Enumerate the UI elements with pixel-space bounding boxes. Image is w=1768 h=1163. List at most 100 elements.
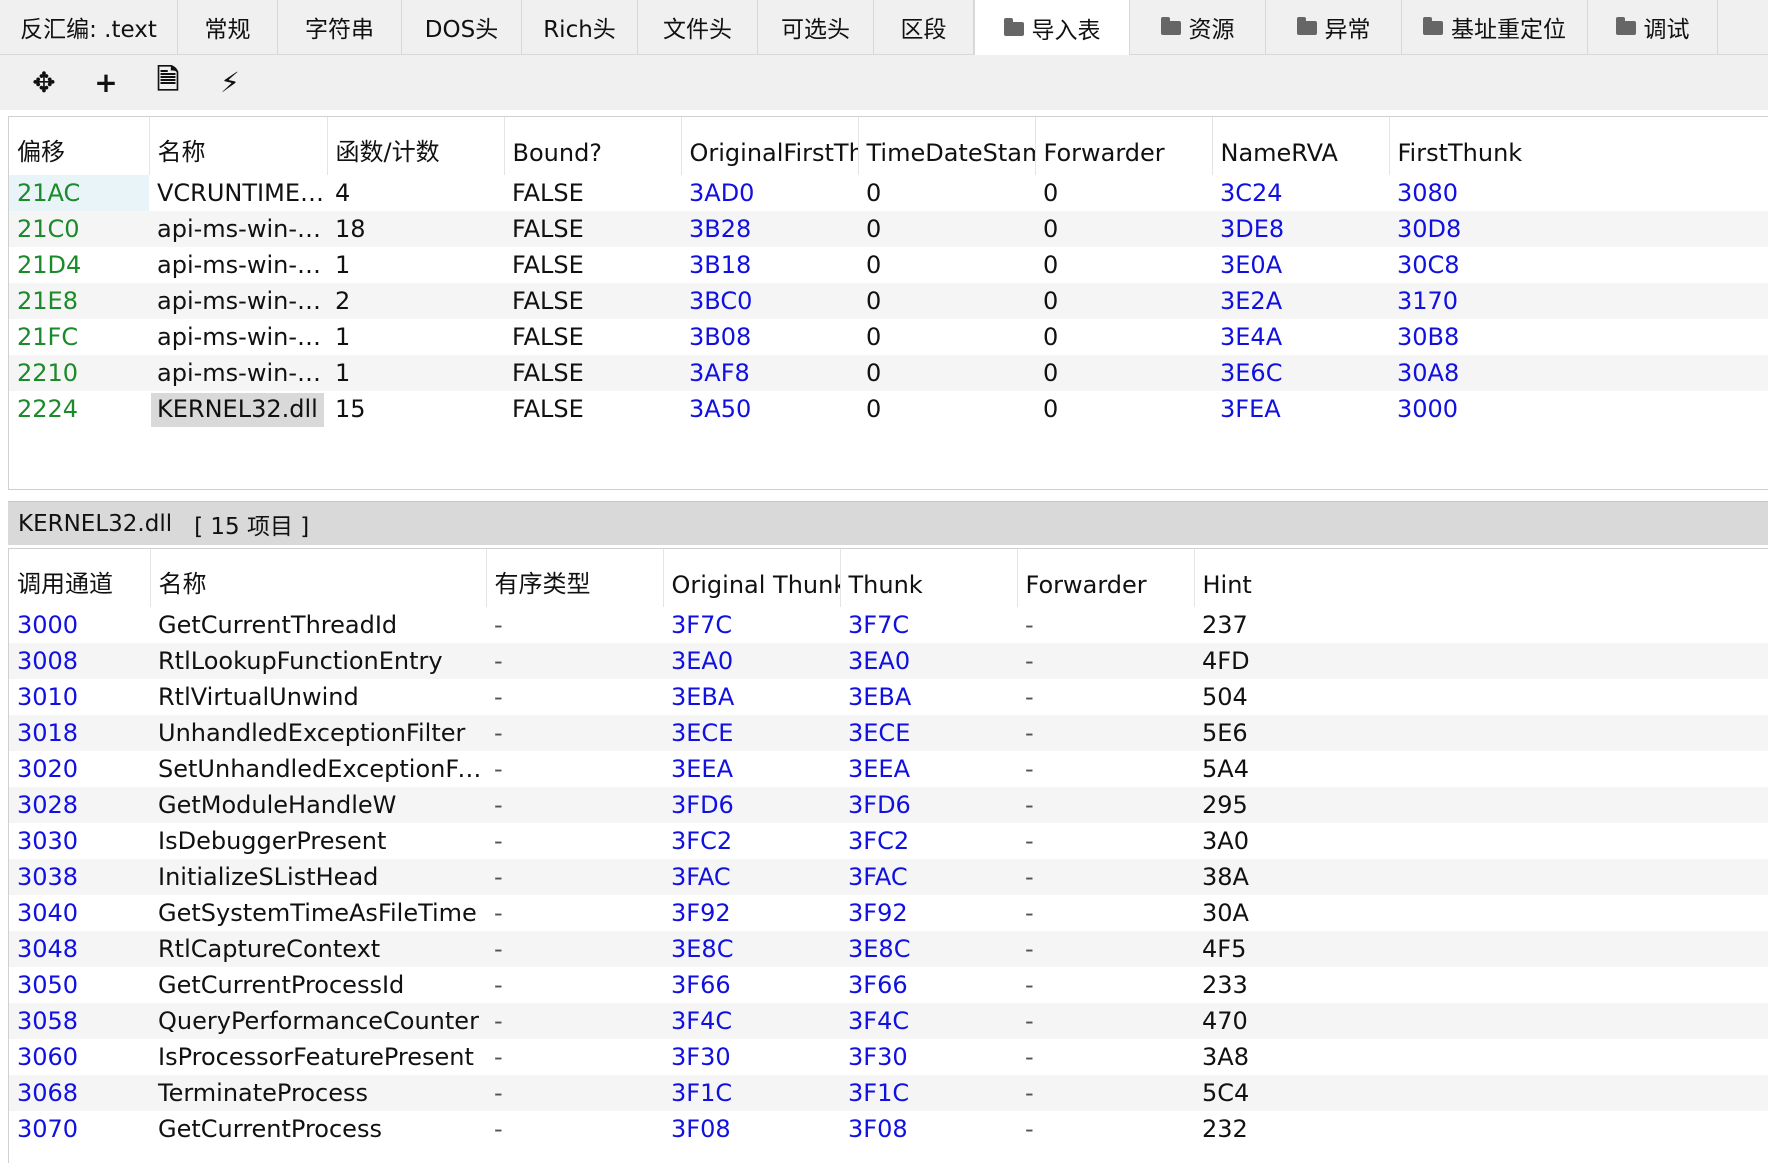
- tab-9[interactable]: 资源: [1130, 0, 1266, 54]
- function-cell: 3EEA: [848, 755, 911, 783]
- tab-3[interactable]: DOS头: [402, 0, 522, 54]
- imports-col-header[interactable]: FirstThunk: [1389, 117, 1768, 175]
- imports-col-header[interactable]: 函数/计数: [327, 117, 505, 175]
- function-cell: TerminateProcess: [150, 1075, 486, 1111]
- function-cell: RtlLookupFunctionEntry: [150, 643, 486, 679]
- function-row[interactable]: 3048 RtlCaptureContext -3E8C 3E8C -4F5: [9, 931, 1768, 967]
- function-cell: InitializeSListHead: [150, 859, 486, 895]
- functions-col-header[interactable]: 调用通道: [9, 549, 151, 607]
- function-cell: 233: [1202, 971, 1248, 999]
- function-row[interactable]: 3068 TerminateProcess -3F1C 3F1C -5C4: [9, 1075, 1768, 1111]
- function-row[interactable]: 3028 GetModuleHandleW -3FD6 3FD6-295: [9, 787, 1768, 823]
- function-cell: -: [486, 715, 663, 751]
- folder-icon: [1423, 17, 1443, 35]
- function-cell: SetUnhandledExceptionFilter: [158, 755, 486, 783]
- function-cell: 3EBA: [848, 683, 912, 711]
- function-row[interactable]: 3018 UnhandledExceptionFilter -3ECE 3ECE -5E…: [9, 715, 1768, 751]
- function-cell: 3068: [9, 1075, 150, 1111]
- function-cell: 3FAC: [663, 859, 840, 895]
- function-cell: IsDebuggerPresent: [158, 827, 387, 855]
- tab-label: 常规: [204, 17, 251, 43]
- import-row[interactable]: 21C0 api-ms-win-cr... 18 FALSE 3B28 0 0 3DE8 30D…: [9, 211, 1768, 247]
- tab-12[interactable]: 调试: [1588, 0, 1718, 54]
- function-cell: 3FD6: [840, 787, 1017, 823]
- import-row[interactable]: 21FC api-ms-win-cr... 1 FALSE 3B08 0 0 3E4A 30B8: [9, 319, 1768, 355]
- new-file-button[interactable]: 🗎: [148, 63, 188, 103]
- function-cell: -: [1025, 683, 1034, 711]
- function-row[interactable]: 3040 GetSystemTimeAsFileTime -3F92 3F92-30A: [9, 895, 1768, 931]
- import-row[interactable]: 2210 api-ms-win-cr... 1 FALSE 3AF8 0 0 3E6C 30A8: [9, 355, 1768, 391]
- tab-label: DOS头: [424, 17, 499, 43]
- tab-7[interactable]: 区段: [874, 0, 974, 54]
- function-cell: 3F66: [848, 971, 908, 999]
- import-cell: 30C8: [1397, 251, 1460, 279]
- function-row[interactable]: 3020 SetUnhandledExceptionFilter -3EEA 3EEA…: [9, 751, 1768, 787]
- imports-col-header[interactable]: 偏移: [9, 117, 150, 175]
- functions-col-header[interactable]: Original Thunk: [663, 549, 841, 607]
- functions-col-header[interactable]: Hint: [1194, 549, 1768, 607]
- function-row[interactable]: 3008 RtlLookupFunctionEntry -3EA0 3EA0-4FD: [9, 643, 1768, 679]
- import-cell: FALSE: [504, 355, 681, 391]
- function-cell: 3F1C: [663, 1075, 840, 1111]
- imports-col-header[interactable]: Bound?: [504, 117, 682, 175]
- function-row[interactable]: 3060 IsProcessorFeaturePresent -3F30 3F30-3…: [9, 1039, 1768, 1075]
- function-row[interactable]: 3010 RtlVirtualUnwind - 3EBA 3EBA - 504: [9, 679, 1768, 715]
- selected-dll-count: [ 15 项目 ]: [194, 513, 310, 540]
- tab-11[interactable]: 基址重定位: [1402, 0, 1588, 54]
- tab-6[interactable]: 可选头: [758, 0, 874, 54]
- function-row[interactable]: 3030 IsDebuggerPresent - 3FC2 3FC2 - 3A0: [9, 823, 1768, 859]
- function-cell: 3A8: [1202, 1043, 1249, 1071]
- imports-col-header[interactable]: 名称: [149, 117, 328, 175]
- function-row[interactable]: 3058 QueryPerformanceCounter -3F4C 3F4C -470: [9, 1003, 1768, 1039]
- tab-label: 区段: [900, 17, 947, 43]
- move-button[interactable]: ✥: [24, 63, 64, 103]
- functions-col-header[interactable]: Thunk: [840, 549, 1018, 607]
- imports-col-header[interactable]: OriginalFirstThu: [681, 117, 859, 175]
- function-cell: -: [494, 683, 503, 711]
- imports-col-header[interactable]: Forwarder: [1035, 117, 1213, 175]
- function-cell: -: [486, 859, 663, 895]
- tab-5[interactable]: 文件头: [638, 0, 758, 54]
- tab-0[interactable]: 反汇编: .text: [0, 0, 178, 54]
- selected-dll-cell[interactable]: KERNEL32.dll: [151, 393, 324, 427]
- import-cell: 3E2A: [1212, 283, 1389, 319]
- tab-1[interactable]: 常规: [178, 0, 278, 54]
- tab-label: 资源: [1188, 17, 1235, 43]
- magic-wand-button[interactable]: ⚡: [210, 63, 250, 103]
- add-button[interactable]: +: [86, 63, 126, 103]
- import-cell: VCRUNTIME1...: [157, 179, 327, 207]
- functions-col-header[interactable]: Forwarder: [1017, 549, 1195, 607]
- tab-10[interactable]: 异常: [1266, 0, 1402, 54]
- tab-label: 调试: [1643, 17, 1690, 43]
- import-row[interactable]: 21D4 api-ms-win-cr... 1 FALSE 3B18 0 0 3E0A 30C8: [9, 247, 1768, 283]
- import-cell: FALSE: [512, 179, 584, 207]
- function-row[interactable]: 3070 GetCurrentProcess - 3F08 3F08 - 232: [9, 1111, 1768, 1147]
- function-row[interactable]: 3000 GetCurrentThreadId - 3F7C 3F7C - 237: [9, 607, 1768, 643]
- imports-col-header[interactable]: NameRVA: [1212, 117, 1390, 175]
- function-row[interactable]: 3050 GetCurrentProcessId - 3F66 3F66 - 233: [9, 967, 1768, 1003]
- tab-label: 反汇编: .text: [20, 17, 157, 43]
- function-row[interactable]: 3038 InitializeSListHead -3FAC 3FAC -38A: [9, 859, 1768, 895]
- function-cell: 3F30: [671, 1043, 731, 1071]
- function-cell: 3ECE: [663, 715, 840, 751]
- functions-table-pane: 调用通道 名称 有序类型 Original Thunk Thunk Forwarder Hi…: [8, 548, 1768, 1163]
- tab-label: 导入表: [1031, 18, 1101, 44]
- function-cell: 3028: [9, 787, 150, 823]
- imports-col-header[interactable]: TimeDateStamp: [858, 117, 1036, 175]
- functions-col-header[interactable]: 有序类型: [486, 549, 664, 607]
- tab-4[interactable]: Rich头: [522, 0, 638, 54]
- import-row[interactable]: 2224 KERNEL32.dll 15 FALSE 3A50 0 0 3FEA 3000: [9, 391, 1768, 427]
- function-cell: -: [494, 971, 503, 999]
- function-cell: GetSystemTimeAsFileTime: [158, 899, 477, 927]
- tab-8[interactable]: 导入表: [974, 0, 1130, 56]
- function-cell: 504: [1202, 683, 1248, 711]
- function-cell: 3F08: [671, 1115, 731, 1143]
- import-row[interactable]: 21AC VCRUNTIME1... 4 FALSE 3AD0 0 0 3C24 3080: [9, 175, 1768, 211]
- import-row[interactable]: 21E8 api-ms-win-cr... 2 FALSE 3BC0 0 0 3E2A 3170: [9, 283, 1768, 319]
- import-cell: 0: [866, 395, 882, 423]
- functions-col-header[interactable]: 名称: [150, 549, 487, 607]
- function-cell: 3EA0: [840, 643, 1017, 679]
- function-cell: RtlCaptureContext: [150, 931, 486, 967]
- tab-2[interactable]: 字符串: [278, 0, 402, 54]
- import-cell: 3A50: [689, 395, 752, 423]
